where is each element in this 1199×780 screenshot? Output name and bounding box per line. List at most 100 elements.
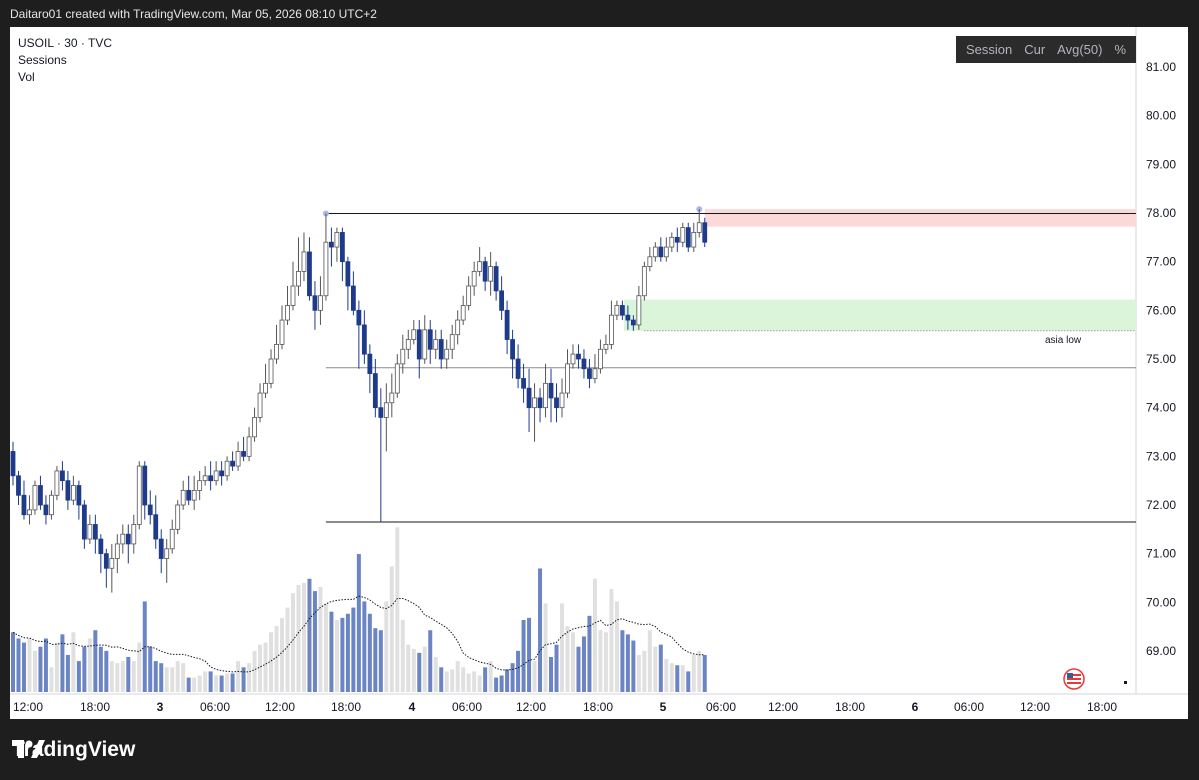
candle-body <box>696 222 702 233</box>
volume-bar <box>603 632 608 692</box>
scroll-indicator <box>1124 681 1127 684</box>
volume-bar <box>570 632 575 692</box>
candle-body <box>614 305 620 316</box>
volume-bar <box>527 617 532 692</box>
volume-bar <box>466 673 471 692</box>
candle-body <box>87 524 93 540</box>
volume-bar <box>554 644 559 692</box>
volume-bar <box>356 554 361 692</box>
volume-bar <box>538 568 543 692</box>
candle-body <box>510 339 515 360</box>
candle-body <box>16 475 21 496</box>
volume-bar <box>301 582 306 692</box>
volume-bar <box>422 646 427 692</box>
volume-bar <box>192 677 197 692</box>
asia-low-label: asia low <box>1045 335 1082 346</box>
candle-body <box>521 378 526 389</box>
volume-bar <box>65 654 70 692</box>
candle-body <box>307 251 312 297</box>
candle-body <box>92 524 98 540</box>
volume-label[interactable]: Vol <box>18 70 35 84</box>
volume-bar <box>647 630 652 692</box>
volume-bar <box>378 630 383 692</box>
candle-body <box>609 314 614 345</box>
candle-body <box>422 329 428 360</box>
volume-bar <box>428 630 433 692</box>
session-label: Session <box>965 42 1013 57</box>
time-tick-label: 06:00 <box>954 700 984 714</box>
volume-bar <box>444 671 449 692</box>
volume-bar <box>104 650 109 692</box>
volume-bar <box>175 661 180 692</box>
volume-bar <box>82 646 87 692</box>
sessions-label[interactable]: Sessions <box>18 53 67 67</box>
volume-bar <box>560 603 564 692</box>
volume-bar <box>208 671 213 692</box>
candle-body <box>109 558 115 569</box>
candle-body <box>21 494 27 516</box>
candle-body <box>186 489 192 501</box>
support-zone <box>623 299 1136 331</box>
time-tick-label: 3 <box>157 700 164 714</box>
candle-body <box>27 509 32 516</box>
candle-body <box>570 353 576 365</box>
price-tick-label: 70.00 <box>1146 595 1176 609</box>
volume-bar <box>49 667 54 692</box>
candle-body <box>301 251 307 272</box>
candle-body <box>625 314 631 321</box>
volume-bar <box>164 667 169 692</box>
volume-bar <box>16 638 21 692</box>
volume-bar <box>477 675 482 692</box>
volume-bar <box>697 650 702 692</box>
candle-body <box>548 382 554 399</box>
candle-body <box>592 368 598 379</box>
candle-body <box>81 504 87 540</box>
candle-body <box>345 261 351 287</box>
candle-body <box>488 266 494 282</box>
time-tick-label: 12:00 <box>265 700 295 714</box>
volume-bar <box>636 654 641 692</box>
volume-bar <box>76 661 81 692</box>
price-tick-label: 78.00 <box>1146 206 1176 220</box>
volume-bar <box>516 650 521 692</box>
volume-bar <box>115 663 120 692</box>
volume-bar <box>505 669 510 692</box>
volume-bar <box>543 603 548 692</box>
volume-bar <box>274 626 279 692</box>
candle-body <box>252 416 257 438</box>
volume-bar <box>60 634 65 692</box>
volume-bar <box>658 644 663 692</box>
candle-body <box>180 489 186 506</box>
volume-bar <box>87 638 92 692</box>
volume-bar <box>290 593 295 692</box>
chart-header: Daitaro01 created with TradingView.com, … <box>10 7 377 21</box>
volume-bar <box>21 642 26 692</box>
volume-bar <box>433 657 438 692</box>
volume-bar <box>307 578 312 692</box>
candle-body <box>257 392 263 418</box>
flag-canton <box>1067 673 1073 678</box>
candle-body <box>339 232 345 263</box>
tradingview-logo[interactable]: TradingView <box>12 738 135 762</box>
volume-bar <box>483 667 488 692</box>
volume-bar <box>170 667 175 692</box>
volume-bar <box>137 642 142 692</box>
candle-body <box>60 470 65 482</box>
symbol-label[interactable]: USOIL · 30 · TVC <box>18 36 113 50</box>
candle-body <box>674 236 680 243</box>
candle-body <box>279 319 285 345</box>
chart-frame[interactable]: 81.00 80.00 79.00 78.00 77.00 76.00 75.00 74.00… <box>10 27 1188 719</box>
candle-body <box>158 538 164 559</box>
candle-body <box>268 358 274 384</box>
candle-body <box>367 353 373 374</box>
volume-bar <box>439 667 444 692</box>
price-tick-label: 81.00 <box>1146 60 1176 74</box>
volume-bar <box>664 659 669 692</box>
candle-body <box>65 480 71 501</box>
price-chart[interactable]: 81.00 80.00 79.00 78.00 77.00 76.00 75.00 74.00… <box>10 27 1188 719</box>
volume-bar <box>236 661 241 692</box>
flag-stripe <box>1067 674 1081 676</box>
volume-bar <box>109 661 114 692</box>
volume-bar <box>71 632 76 692</box>
volume-bar <box>614 601 619 692</box>
